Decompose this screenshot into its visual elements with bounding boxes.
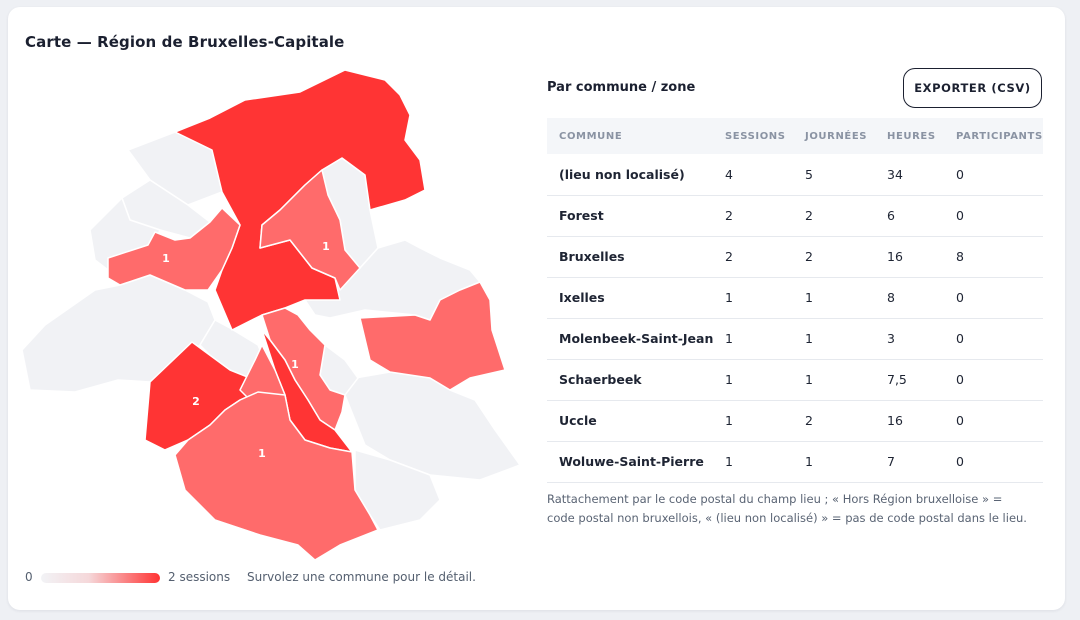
legend-hint: Survolez une commune pour le détail. xyxy=(247,570,476,584)
legend-min-label: 0 xyxy=(25,570,33,584)
cell-sessions: 2 xyxy=(725,249,733,264)
cell-sessions: 2 xyxy=(725,208,733,223)
column-header-participants[interactable]: PARTICIPANTS xyxy=(956,130,1043,142)
table-row[interactable]: Molenbeek-Saint-Jean 1 1 3 0 xyxy=(547,318,1043,359)
zone-label-evere: 1 xyxy=(322,240,330,253)
cell-journees: 1 xyxy=(805,331,813,346)
table-header-row: COMMUNE SESSIONS JOURNÉES HEURES PARTICI… xyxy=(547,118,1043,154)
export-csv-button[interactable]: EXPORTER (CSV) xyxy=(903,68,1042,108)
cell-participants: 0 xyxy=(956,372,964,387)
cell-journees: 1 xyxy=(805,372,813,387)
table-row[interactable]: Uccle 1 2 16 0 xyxy=(547,400,1043,441)
table-row[interactable]: Woluwe-Saint-Pierre 1 1 7 0 xyxy=(547,441,1043,482)
cell-journees: 5 xyxy=(805,166,813,182)
cell-sessions: 1 xyxy=(725,290,733,305)
table-note: Rattachement par le code postal du champ… xyxy=(547,492,1027,525)
cell-participants: 0 xyxy=(956,331,964,346)
cell-commune: Molenbeek-Saint-Jean xyxy=(559,331,714,346)
cell-participants: 0 xyxy=(956,166,964,182)
cell-journees: 2 xyxy=(805,208,813,223)
cell-journees: 2 xyxy=(805,249,813,264)
cell-heures: 7 xyxy=(887,454,895,469)
card-title: Carte — Région de Bruxelles-Capitale xyxy=(25,33,345,51)
cell-participants: 0 xyxy=(956,290,964,305)
table-row[interactable]: Schaerbeek 1 1 7,5 0 xyxy=(547,359,1043,400)
zone-label-ixelles: 1 xyxy=(291,358,299,371)
cell-heures: 16 xyxy=(887,249,903,264)
column-header-commune[interactable]: COMMUNE xyxy=(559,130,623,142)
cell-commune: Bruxelles xyxy=(559,249,625,264)
table-row[interactable]: Ixelles 1 1 8 0 xyxy=(547,277,1043,318)
column-header-sessions[interactable]: SESSIONS xyxy=(725,130,786,142)
cell-heures: 7,5 xyxy=(887,372,907,387)
legend-max-label: 2 sessions xyxy=(168,570,231,584)
cell-commune: (lieu non localisé) xyxy=(559,166,685,182)
cell-heures: 34 xyxy=(887,166,903,182)
zone-label-ganshoren: 1 xyxy=(162,252,170,265)
cell-journees: 2 xyxy=(805,413,813,428)
cell-commune: Ixelles xyxy=(559,290,605,305)
commune-uccle[interactable] xyxy=(174,391,379,561)
cell-participants: 0 xyxy=(956,208,964,223)
zone-label-forest: 2 xyxy=(192,395,200,408)
table-title: Par commune / zone xyxy=(547,80,696,95)
cell-journees: 1 xyxy=(805,454,813,469)
table-row[interactable]: Forest 2 2 6 0 xyxy=(547,195,1043,236)
column-header-heures[interactable]: HEURES xyxy=(887,130,936,142)
cell-sessions: 1 xyxy=(725,372,733,387)
table-row[interactable]: Bruxelles 2 2 16 8 xyxy=(547,236,1043,277)
commune-evere[interactable] xyxy=(259,169,361,291)
table-row[interactable]: (lieu non localisé) 4 5 34 0 xyxy=(547,154,1043,195)
cell-participants: 0 xyxy=(956,454,964,469)
cell-commune: Woluwe-Saint-Pierre xyxy=(559,454,704,469)
cell-commune: Schaerbeek xyxy=(559,372,642,387)
cell-heures: 8 xyxy=(887,290,895,305)
column-header-journees[interactable]: JOURNÉES xyxy=(805,130,868,142)
cell-sessions: 1 xyxy=(725,413,733,428)
cell-heures: 6 xyxy=(887,208,895,223)
commune-woluwe[interactable] xyxy=(359,281,506,391)
cell-heures: 16 xyxy=(887,413,903,428)
cell-participants: 8 xyxy=(956,249,964,264)
cell-commune: Uccle xyxy=(559,413,597,428)
zone-label-uccle: 1 xyxy=(258,447,266,460)
cell-sessions: 1 xyxy=(725,331,733,346)
legend-color-scale xyxy=(41,573,160,583)
cell-sessions: 1 xyxy=(725,454,733,469)
cell-journees: 1 xyxy=(805,290,813,305)
brussels-map: 1 1 1 2 1 xyxy=(21,69,521,561)
commune-ganshoren[interactable] xyxy=(107,207,241,291)
cell-heures: 3 xyxy=(887,331,895,346)
cell-participants: 0 xyxy=(956,413,964,428)
commune-table: COMMUNE SESSIONS JOURNÉES HEURES PARTICI… xyxy=(547,118,1043,483)
cell-sessions: 4 xyxy=(725,166,733,182)
cell-commune: Forest xyxy=(559,208,604,223)
